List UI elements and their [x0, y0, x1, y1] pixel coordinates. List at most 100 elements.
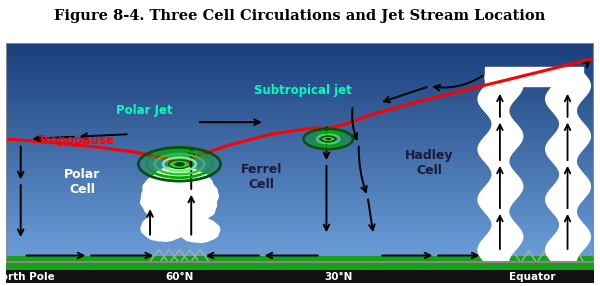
Bar	[6, 227, 594, 229]
Bar	[6, 63, 594, 65]
Bar	[6, 249, 594, 251]
Bar	[6, 56, 594, 57]
Bar	[6, 47, 594, 48]
Text: Polar
Cell: Polar Cell	[64, 168, 101, 196]
Bar	[6, 209, 594, 210]
Text: Equator: Equator	[509, 272, 556, 282]
Text: Polar Jet: Polar Jet	[116, 104, 172, 117]
Bar	[6, 254, 594, 256]
Bar	[6, 83, 594, 85]
Bar	[6, 210, 594, 212]
Bar	[6, 231, 594, 232]
Bar	[6, 220, 594, 221]
Bar	[6, 156, 594, 158]
Bar	[6, 48, 594, 50]
Bar	[6, 74, 594, 76]
Bar	[6, 70, 594, 72]
Bar	[6, 189, 594, 190]
Bar	[6, 43, 594, 45]
Bar	[6, 240, 594, 241]
Bar	[6, 108, 594, 110]
Bar	[6, 127, 594, 128]
Bar	[6, 118, 594, 120]
Bar	[6, 98, 594, 99]
Bar	[6, 79, 594, 81]
Bar	[6, 196, 594, 198]
Bar	[6, 152, 594, 154]
Text: 60°N: 60°N	[165, 272, 194, 282]
Bar	[6, 94, 594, 96]
Bar	[6, 87, 594, 88]
Bar	[6, 114, 594, 116]
Bar	[6, 45, 594, 47]
Bar	[6, 170, 594, 172]
Bar	[6, 138, 594, 140]
Bar	[6, 99, 594, 101]
Bar	[6, 234, 594, 236]
Bar	[6, 207, 594, 209]
Bar	[6, 194, 594, 196]
Bar	[6, 260, 594, 261]
Bar	[6, 136, 594, 138]
Polygon shape	[140, 166, 218, 230]
Bar	[6, 57, 594, 59]
Text: Ferrel
Cell: Ferrel Cell	[241, 163, 283, 191]
Bar	[6, 200, 594, 201]
Bar	[6, 169, 594, 170]
Bar	[6, 205, 594, 207]
Bar	[6, 68, 594, 70]
Bar	[6, 143, 594, 145]
Bar	[6, 61, 594, 63]
Bar	[6, 140, 594, 141]
Polygon shape	[141, 214, 186, 241]
Bar	[6, 130, 594, 132]
Bar	[6, 107, 594, 108]
Bar	[6, 187, 594, 189]
Bar	[6, 225, 594, 227]
Bar	[6, 88, 594, 90]
Bar	[6, 158, 594, 160]
Bar	[6, 112, 594, 114]
Bar	[6, 150, 594, 152]
Bar	[6, 120, 594, 121]
Bar	[6, 185, 594, 187]
Bar	[6, 172, 594, 174]
Bar	[6, 52, 594, 54]
Bar	[6, 96, 594, 98]
Bar	[6, 253, 594, 254]
Bar	[6, 229, 594, 231]
Bar	[6, 178, 594, 180]
Bar	[6, 141, 594, 143]
Bar	[6, 128, 594, 130]
Bar	[6, 134, 594, 136]
Bar	[6, 203, 594, 205]
Bar	[6, 218, 594, 220]
Bar	[6, 85, 594, 87]
Bar	[6, 258, 594, 260]
Text: Subtropical jet: Subtropical jet	[254, 84, 352, 98]
Bar	[6, 256, 594, 258]
Bar	[6, 190, 594, 192]
Bar	[6, 247, 594, 249]
Bar	[6, 223, 594, 225]
Bar	[6, 232, 594, 234]
Text: 30°N: 30°N	[324, 272, 352, 282]
Text: Tropopause: Tropopause	[38, 134, 115, 147]
Bar	[6, 110, 594, 112]
Bar	[6, 59, 594, 61]
Bar	[6, 147, 594, 148]
Bar	[6, 192, 594, 194]
Bar	[6, 176, 594, 178]
Bar	[6, 116, 594, 118]
Bar	[6, 161, 594, 163]
Bar	[6, 92, 594, 94]
Bar	[6, 103, 594, 105]
Bar	[6, 198, 594, 200]
Bar	[6, 243, 594, 245]
Bar	[6, 67, 594, 68]
Bar	[6, 125, 594, 127]
Bar	[6, 238, 594, 240]
Bar	[6, 181, 594, 183]
Polygon shape	[178, 218, 220, 243]
Text: North Pole: North Pole	[0, 272, 55, 282]
